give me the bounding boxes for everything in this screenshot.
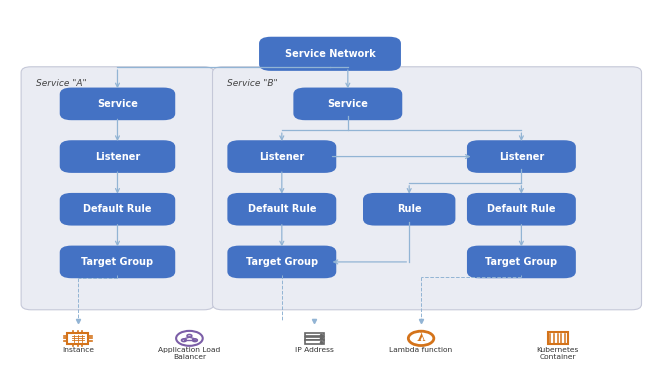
FancyBboxPatch shape — [467, 140, 576, 173]
Text: Default Rule: Default Rule — [248, 204, 316, 214]
Text: Service: Service — [327, 99, 368, 109]
Text: Target Group: Target Group — [81, 257, 154, 267]
Text: Kubernetes
Container: Kubernetes Container — [537, 347, 579, 360]
Text: Listener: Listener — [499, 152, 544, 161]
Text: Default Rule: Default Rule — [83, 204, 152, 214]
FancyBboxPatch shape — [227, 193, 336, 226]
FancyBboxPatch shape — [305, 340, 323, 344]
FancyBboxPatch shape — [305, 336, 323, 340]
Text: λ: λ — [416, 331, 426, 344]
Text: IP Address: IP Address — [295, 347, 333, 354]
Text: Service "B": Service "B" — [227, 79, 278, 88]
Text: Default Rule: Default Rule — [487, 204, 556, 214]
FancyBboxPatch shape — [213, 67, 642, 310]
FancyBboxPatch shape — [305, 333, 323, 336]
FancyBboxPatch shape — [227, 140, 336, 173]
FancyBboxPatch shape — [467, 246, 576, 278]
Text: Service: Service — [97, 99, 138, 109]
FancyBboxPatch shape — [548, 332, 568, 344]
FancyBboxPatch shape — [21, 67, 214, 310]
Text: Rule: Rule — [397, 204, 422, 214]
Text: Listener: Listener — [259, 152, 304, 161]
Text: Instance: Instance — [62, 347, 94, 354]
FancyBboxPatch shape — [59, 140, 175, 173]
FancyBboxPatch shape — [259, 37, 401, 71]
Text: Application Load
Balancer: Application Load Balancer — [158, 347, 220, 360]
Text: Listener: Listener — [95, 152, 140, 161]
FancyBboxPatch shape — [59, 193, 175, 226]
FancyBboxPatch shape — [59, 88, 175, 120]
FancyBboxPatch shape — [363, 193, 455, 226]
Text: Service Network: Service Network — [284, 49, 376, 59]
Text: Target Group: Target Group — [246, 257, 318, 267]
Text: Target Group: Target Group — [485, 257, 558, 267]
Text: Service "A": Service "A" — [36, 79, 86, 88]
FancyBboxPatch shape — [293, 88, 402, 120]
FancyBboxPatch shape — [227, 246, 336, 278]
Text: Lambda function: Lambda function — [389, 347, 453, 354]
FancyBboxPatch shape — [67, 332, 88, 344]
FancyBboxPatch shape — [467, 193, 576, 226]
FancyBboxPatch shape — [59, 246, 175, 278]
